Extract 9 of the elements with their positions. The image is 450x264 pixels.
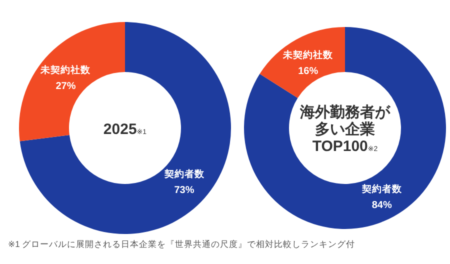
data-label: 84% [372, 200, 392, 212]
data-label: 16% [298, 66, 318, 77]
slice-label: 未契約社数 [40, 64, 92, 76]
data-label: 73% [174, 185, 194, 196]
slice-label: 契約者数 [163, 168, 206, 180]
text: ※1 グローバルに展開される日本企業を『世界共通の尺度』で相対比較しランキング付 [8, 239, 356, 249]
data-label: 27% [56, 80, 76, 92]
slice-label: 未契約社数 [282, 48, 334, 61]
slice-label: 契約者数 [360, 183, 403, 196]
